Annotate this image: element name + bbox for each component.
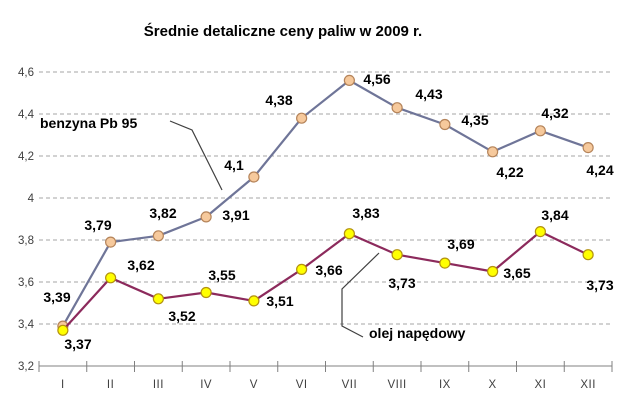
series-name-label: olej napędowy — [369, 325, 466, 341]
x-tick-labels-group: I II III IV V VI VII VIII IX X XI XII — [61, 379, 596, 391]
data-point-label: 4,56 — [363, 71, 390, 87]
y-tick-label: 3,8 — [18, 235, 34, 247]
x-tick-label: IX — [439, 379, 451, 391]
y-tick-label: 4,6 — [18, 67, 34, 79]
data-point-marker — [534, 226, 546, 238]
data-point-marker — [296, 263, 308, 275]
data-point-label: 3,82 — [149, 205, 176, 221]
chart-title: Średnie detaliczne ceny paliw w 2009 r. — [144, 22, 422, 40]
data-point-marker — [57, 324, 69, 336]
data-point-marker — [582, 249, 594, 261]
data-point-marker — [487, 146, 499, 158]
data-point-label: 4,22 — [496, 164, 523, 180]
data-point-label: 3,69 — [447, 236, 474, 252]
data-point-label: 3,39 — [43, 289, 70, 305]
data-point-marker — [343, 74, 355, 87]
x-tick-label: II — [107, 379, 114, 391]
y-tick-label: 4,4 — [18, 109, 35, 121]
data-point-label: 3,83 — [352, 205, 379, 221]
data-point-marker — [487, 265, 499, 278]
data-point-marker — [105, 236, 117, 248]
data-point-label: 4,35 — [461, 112, 488, 128]
x-tick-label: VI — [296, 379, 308, 391]
data-point-label: 3,65 — [503, 265, 530, 281]
data-point-marker — [200, 286, 212, 299]
data-point-label: 3,73 — [586, 277, 613, 293]
data-point-label: 3,52 — [168, 308, 195, 324]
data-point-label: 4,32 — [541, 105, 568, 121]
y-tick-label: 3,4 — [18, 319, 35, 331]
data-point-marker — [248, 295, 260, 307]
data-point-label: 3,79 — [84, 217, 111, 233]
series-name-label: benzyna Pb 95 — [40, 115, 137, 131]
callouts-group: benzyna Pb 95 olej napędowy — [40, 115, 466, 341]
series-line — [61, 79, 590, 328]
data-point-marker — [391, 249, 403, 261]
data-point-marker — [391, 102, 403, 114]
data-point-marker — [200, 211, 212, 223]
data-point-marker — [152, 293, 164, 305]
x-tick-label: VII — [342, 379, 358, 391]
data-point-label: 4,1 — [224, 157, 244, 173]
x-tick-label: VIII — [387, 379, 406, 391]
data-point-label: 3,91 — [222, 207, 249, 223]
data-point-label: 3,37 — [64, 336, 91, 352]
x-tick-label: V — [250, 379, 258, 391]
data-point-marker — [296, 112, 308, 124]
x-tick-label: I — [61, 379, 65, 391]
x-tick-label: III — [153, 379, 164, 391]
x-tick-label: IV — [200, 379, 212, 391]
data-point-marker — [534, 125, 546, 137]
data-point-label: 3,55 — [208, 267, 235, 283]
data-point-label: 4,43 — [415, 86, 442, 102]
x-tick-label: XII — [580, 379, 596, 391]
series-callout-line — [341, 252, 380, 338]
axes-group — [38, 361, 613, 372]
y-tick-label: 4,2 — [18, 151, 34, 163]
data-point-label: 4,24 — [586, 162, 613, 178]
x-tick-label: XI — [534, 379, 546, 391]
data-point-label: 3,66 — [315, 262, 342, 278]
series-lines-group — [57, 74, 594, 336]
series-line — [61, 230, 590, 332]
series-callout-line — [169, 120, 223, 191]
x-tick-label: X — [489, 379, 497, 391]
data-point-marker — [343, 228, 355, 240]
data-point-marker — [105, 272, 117, 284]
data-point-marker — [439, 118, 451, 131]
data-point-label: 3,51 — [266, 293, 293, 309]
data-point-marker — [152, 230, 164, 242]
data-point-marker — [582, 142, 594, 154]
gridlines-group — [39, 71, 612, 325]
data-point-label: 3,84 — [541, 207, 568, 223]
y-tick-label: 4 — [28, 193, 35, 205]
data-point-label: 4,38 — [265, 92, 292, 108]
data-point-label: 3,62 — [127, 257, 154, 273]
data-point-marker — [439, 257, 451, 269]
data-point-marker — [248, 171, 260, 183]
y-tick-label: 3,6 — [18, 277, 34, 289]
y-tick-label: 3,2 — [18, 361, 34, 373]
y-tick-labels-group: 3,2 3,4 3,6 3,8 4 4,2 4,4 4,6 — [18, 67, 35, 373]
data-point-label: 3,73 — [388, 275, 415, 291]
data-labels-group: 3,39 3,79 3,82 3,91 4,1 4,38 4,56 4,43 4,35 4,22 4… — [43, 71, 613, 352]
